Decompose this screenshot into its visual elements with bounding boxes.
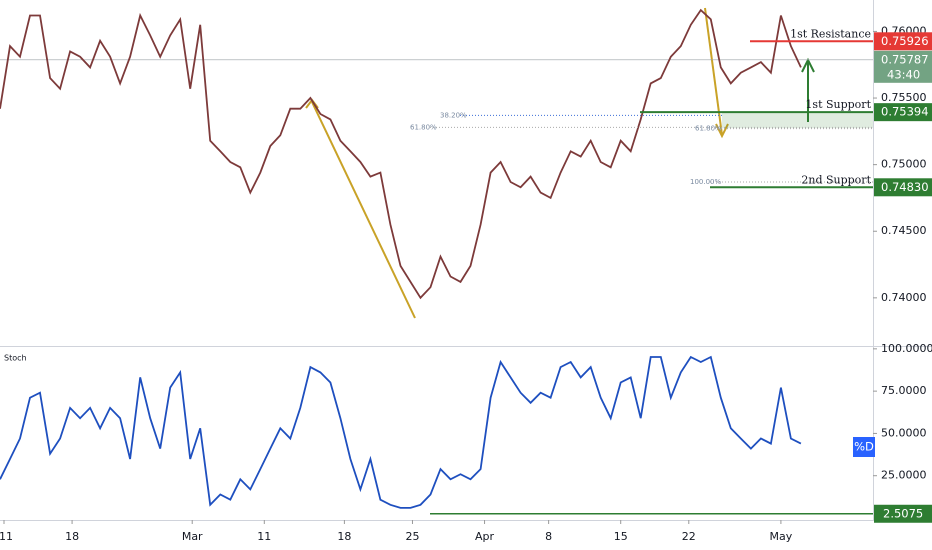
price-box [874, 103, 932, 122]
countdown: 43:40 [887, 67, 920, 81]
x-tick-label: 11 [257, 530, 271, 543]
y-tick-label: 0.75000 [881, 158, 927, 171]
x-tick-label: Mar [182, 530, 203, 543]
x-tick-label: Apr [475, 530, 495, 543]
y-tick-label: 50.0000 [881, 426, 927, 439]
x-tick-label: 18 [65, 530, 79, 543]
fib-label: 61.80% [695, 125, 722, 133]
fib-label: 100.00% [690, 178, 721, 186]
x-tick-label: 22 [682, 530, 696, 543]
indicator-title: Stoch [4, 354, 27, 363]
legend-box [853, 437, 875, 457]
price-box-label: 0.74830 [881, 180, 929, 194]
y-tick-label: 25.0000 [881, 469, 927, 482]
fib-label: 61.80% [410, 123, 437, 131]
arrow-head [715, 123, 729, 139]
series-line [0, 8, 802, 300]
stoch-value: 2.5075 [883, 506, 923, 520]
series-line [0, 355, 802, 509]
y-tick-label: 100.0000 [881, 342, 932, 355]
level-label: 1st Resistance [790, 27, 871, 40]
y-tick-label: 0.74000 [881, 291, 927, 304]
price-box-label: 0.75394 [881, 105, 929, 119]
x-tick-label: 8 [545, 530, 552, 543]
current-price: 0.75787 [881, 52, 929, 66]
x-tick-label: 15 [614, 530, 628, 543]
price-box [874, 178, 932, 197]
support-zone [722, 112, 873, 129]
wave-arrow [311, 101, 416, 319]
level-label: 1st Support [805, 98, 871, 111]
y-tick-label: 75.0000 [881, 384, 927, 397]
price-box [874, 32, 932, 51]
x-tick-label: 11 [0, 530, 13, 543]
current-box [874, 50, 932, 83]
x-tick-label: May [770, 530, 793, 543]
x-tick-label: 18 [337, 530, 351, 543]
y-tick-label: 0.75500 [881, 91, 927, 104]
level-label: 2nd Support [801, 173, 871, 186]
legend-label: %D [854, 440, 874, 454]
stoch-box [874, 504, 932, 523]
wave-arrow [704, 7, 723, 136]
y-tick-label: 0.74500 [881, 224, 927, 237]
x-tick-label: 25 [405, 530, 419, 543]
fib-label: 38.20% [440, 111, 467, 119]
price-box-label: 0.75926 [881, 34, 929, 48]
